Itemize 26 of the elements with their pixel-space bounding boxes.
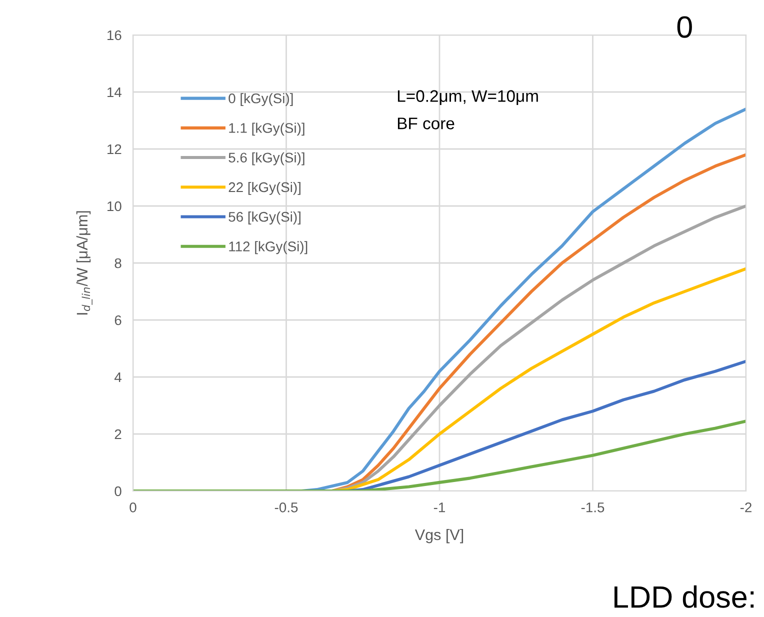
legend-label: 22 [kGy(Si)] — [228, 182, 300, 195]
legend-label: 56 [kGy(Si)] — [228, 212, 300, 224]
y-tick-label: 16 — [108, 30, 122, 40]
y-tick-label: 2 — [114, 429, 122, 440]
y-tick-label: 6 — [114, 315, 122, 326]
legend-label: 112 [kGy(Si)] — [229, 241, 308, 254]
y-tick-label: 12 — [108, 144, 122, 154]
y-axis-title: I$_{d_lin}$/W [μA/μm] — [76, 211, 92, 315]
y-tick-label: 0 — [114, 486, 122, 496]
y-tick-label: 4 — [114, 372, 122, 382]
y-tick-label: 14 — [108, 87, 122, 98]
annotation: BF core — [398, 118, 454, 130]
x-tick-label: -1.5 — [581, 502, 604, 512]
annotation: 0 — [677, 16, 692, 38]
x-tick-label: -0.5 — [274, 502, 298, 512]
legend-label: 1.1 [kGy(Si)] — [229, 122, 304, 136]
x-tick-label: 0 — [130, 502, 136, 512]
legend-label: 0 [kGy(Si)] — [228, 93, 293, 106]
y-tick-label: 8 — [114, 258, 122, 268]
legend-label: 5.6 [kGy(Si)] — [228, 152, 304, 166]
x-axis-title: Vgs [V] — [414, 528, 464, 544]
x-tick-label: -2 — [740, 502, 752, 512]
x-tick-label: -1 — [434, 502, 445, 512]
annotation: L=0.2μm, W=10μm — [398, 90, 538, 105]
y-tick-label: 10 — [108, 201, 122, 212]
text: LDD dose: — [614, 585, 754, 608]
